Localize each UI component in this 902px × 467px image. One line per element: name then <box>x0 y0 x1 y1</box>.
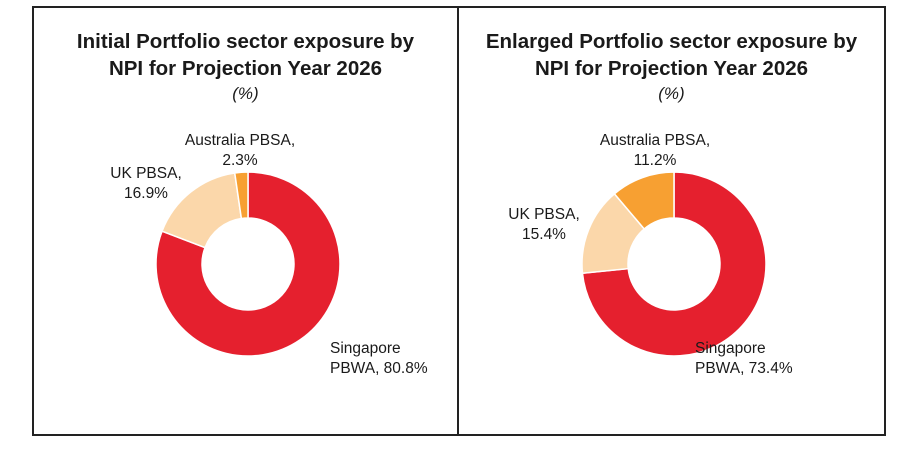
unit-label: (%) <box>658 84 685 103</box>
chart-title: Initial Portfolio sector exposure by NPI… <box>34 28 457 82</box>
slice-label-line: Australia PBSA, <box>600 132 710 149</box>
slice-label-line: UK PBSA, <box>508 206 580 223</box>
slice-label-line: UK PBSA, <box>110 165 182 182</box>
slice-label: UK PBSA, 16.9% <box>110 165 182 202</box>
slice-label: UK PBSA, 15.4% <box>508 206 580 243</box>
slice-label-line: PBWA, 73.4% <box>695 360 793 377</box>
initial-portfolio-donut-chart: Singapore PBWA, 80.8% UK PBSA, 16.9% Austral… <box>110 132 428 377</box>
slice-label: Australia PBSA, 11.2% <box>600 132 710 169</box>
slice-label-line: Singapore <box>330 340 401 357</box>
slice-label: Australia PBSA, 2.3% <box>185 132 295 169</box>
chart-title: Enlarged Portfolio sector exposure by NP… <box>459 28 884 82</box>
title-line-1: Enlarged Portfolio sector exposure by <box>485 30 858 53</box>
charts-frame <box>32 6 886 436</box>
initial-portfolio-panel: Initial Portfolio sector exposure by NPI… <box>34 6 457 436</box>
title-line-1: Initial Portfolio sector exposure by <box>76 30 415 53</box>
unit-label: (%) <box>232 84 259 103</box>
panel-divider <box>457 6 459 436</box>
slice-label: Singapore PBWA, 73.4% <box>695 340 793 377</box>
title-line-2: NPI for Projection Year 2026 <box>534 57 809 80</box>
donut-slice <box>155 171 341 357</box>
donut-slice <box>161 172 243 249</box>
donut-slice <box>613 171 675 230</box>
slice-label-line: 11.2% <box>634 152 677 169</box>
slice-label-line: PBWA, 80.8% <box>330 360 428 377</box>
enlarged-portfolio-panel: Enlarged Portfolio sector exposure by NP… <box>459 6 884 436</box>
slice-label-line: Singapore <box>695 340 766 357</box>
title-line-2: NPI for Projection Year 2026 <box>108 57 383 80</box>
slice-label-line: Australia PBSA, <box>185 132 295 149</box>
slice-label-line: 16.9% <box>124 185 168 202</box>
slice-label-line: 15.4% <box>522 226 566 243</box>
slice-label: Singapore PBWA, 80.8% <box>330 340 428 377</box>
slice-label-line: 2.3% <box>222 152 258 169</box>
enlarged-portfolio-donut-chart: Singapore PBWA, 73.4% UK PBSA, 15.4% Austral… <box>508 132 793 377</box>
donut-slice <box>581 171 767 357</box>
donut-slice <box>233 171 249 220</box>
